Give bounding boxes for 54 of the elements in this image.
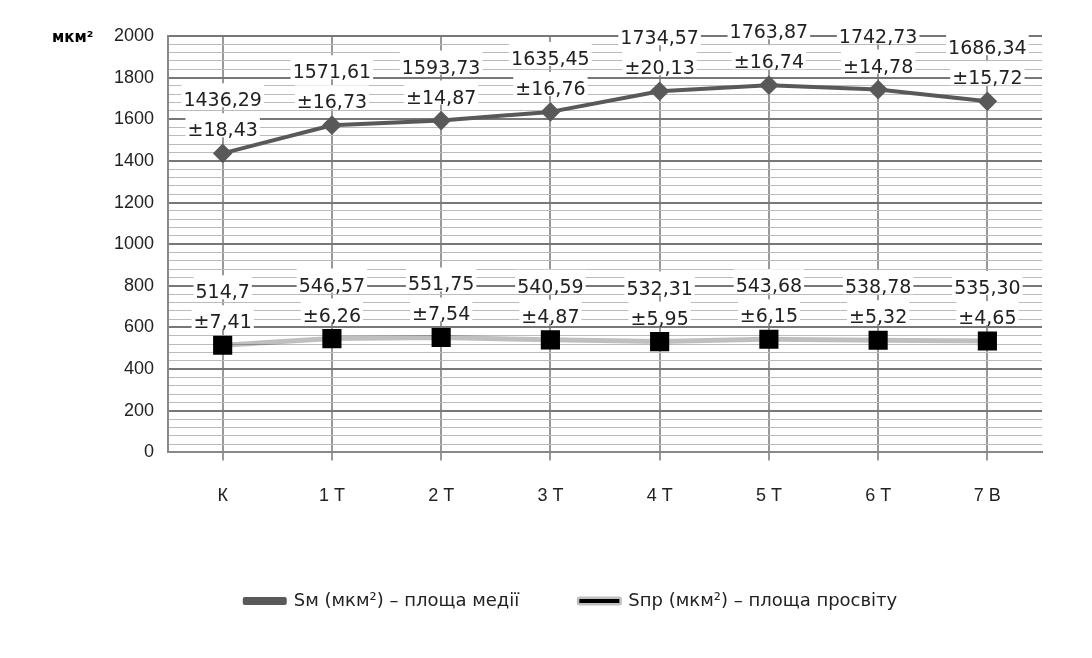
y-tick-label: 600 <box>124 316 155 337</box>
x-tick-label: 1 Т <box>318 485 345 506</box>
data-label: 538,78 ±5,32 <box>844 275 912 328</box>
point <box>540 330 560 350</box>
point <box>868 330 888 350</box>
x-tick-label: 6 Т <box>865 485 892 506</box>
point <box>650 332 670 352</box>
x-tick-label: 7 В <box>973 485 1001 506</box>
point <box>759 76 778 95</box>
y-axis-title: мкм² <box>52 28 94 46</box>
data-label: 540,59 ±4,87 <box>517 274 584 327</box>
point <box>213 335 233 355</box>
point <box>432 111 451 130</box>
y-tick-label: 800 <box>124 274 155 295</box>
legend-label: Sпр (мкм²) – площа просвіту <box>628 588 898 610</box>
y-tick-label: 0 <box>144 441 155 462</box>
point <box>213 144 232 163</box>
point <box>650 82 669 101</box>
data-label: 1686,34 ±15,72 <box>948 36 1027 89</box>
x-tick-label: 4 Т <box>646 485 673 506</box>
data-label: 1593,73 ±14,87 <box>401 55 481 108</box>
y-tick-label: 2000 <box>114 24 155 45</box>
x-tick-label: 5 Т <box>755 485 782 506</box>
point <box>322 329 342 349</box>
y-tick-label: 1800 <box>114 66 155 87</box>
point <box>431 327 451 348</box>
data-label: 514,7 ±7,41 <box>193 280 252 333</box>
legend-label: Sм (мкм²) – площа медії <box>293 588 521 610</box>
point <box>541 102 560 121</box>
y-tick-label: 1200 <box>114 191 155 212</box>
y-tick-label: 1400 <box>114 149 155 170</box>
x-tick-label: 3 Т <box>537 485 564 506</box>
y-tick-label: 1000 <box>114 233 155 254</box>
x-tick-label: К <box>217 485 229 506</box>
data-label: 1742,73 ±14,78 <box>838 24 918 77</box>
data-label: 543,68 ±6,15 <box>735 274 803 327</box>
point <box>977 331 997 351</box>
data-label: 1635,45 ±16,76 <box>511 46 590 99</box>
data-label: 532,31 ±5,95 <box>626 276 693 329</box>
y-tick-label: 1600 <box>114 108 155 129</box>
data-label: 1436,29 ±18,43 <box>183 88 262 141</box>
data-label: 535,30 ±4,65 <box>954 275 1021 328</box>
data-label: 1734,57 ±20,13 <box>620 26 699 79</box>
y-tick-label: 400 <box>124 358 155 379</box>
data-label: 1571,61 ±16,73 <box>292 60 372 113</box>
point <box>869 80 888 99</box>
point <box>978 92 997 111</box>
data-label: 551,75 ±7,54 <box>407 272 475 325</box>
point <box>322 116 341 135</box>
x-tick-label: 2 Т <box>428 485 455 506</box>
data-label: 546,57 ±6,26 <box>298 273 366 326</box>
data-label: 1763,87 ±16,74 <box>729 20 809 73</box>
y-tick-label: 200 <box>124 399 155 420</box>
point <box>759 329 779 349</box>
